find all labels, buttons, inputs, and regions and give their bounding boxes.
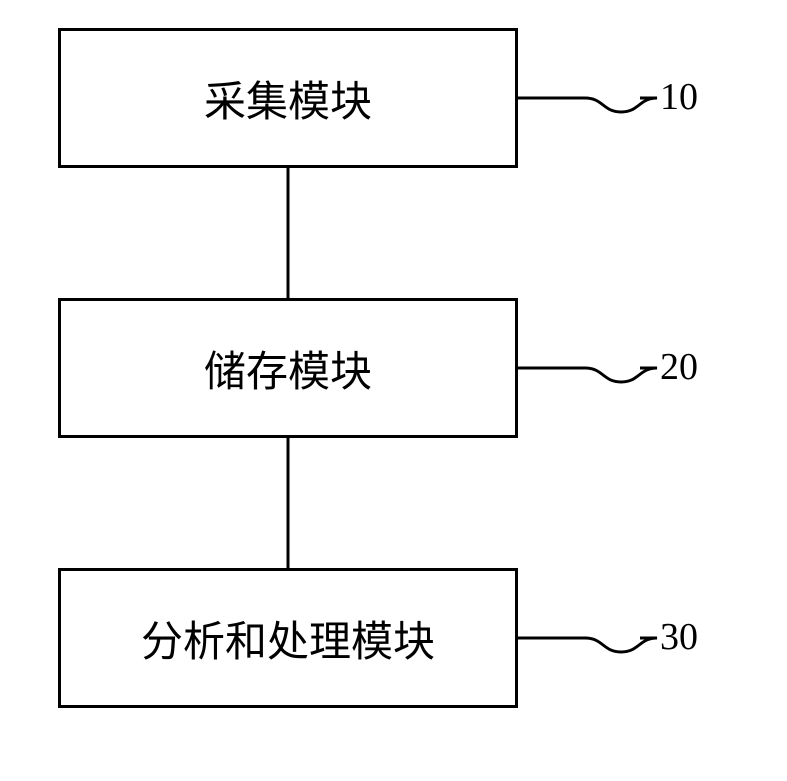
diagram-canvas: 采集模块 10 储存模块 20 分析和处理模块 30 [0,0,787,781]
ref-label-10: 10 [660,75,698,119]
node-label: 分析和处理模块 [141,608,435,669]
node-analysis-module: 分析和处理模块 [58,568,518,708]
node-collection-module: 采集模块 [58,28,518,168]
node-label: 储存模块 [204,338,372,399]
leader-line-30 [518,638,657,652]
leader-line-20 [518,368,657,382]
node-storage-module: 储存模块 [58,298,518,438]
ref-label-20: 20 [660,345,698,389]
leader-line-10 [518,98,657,112]
node-label: 采集模块 [204,68,372,129]
ref-label-30: 30 [660,615,698,659]
